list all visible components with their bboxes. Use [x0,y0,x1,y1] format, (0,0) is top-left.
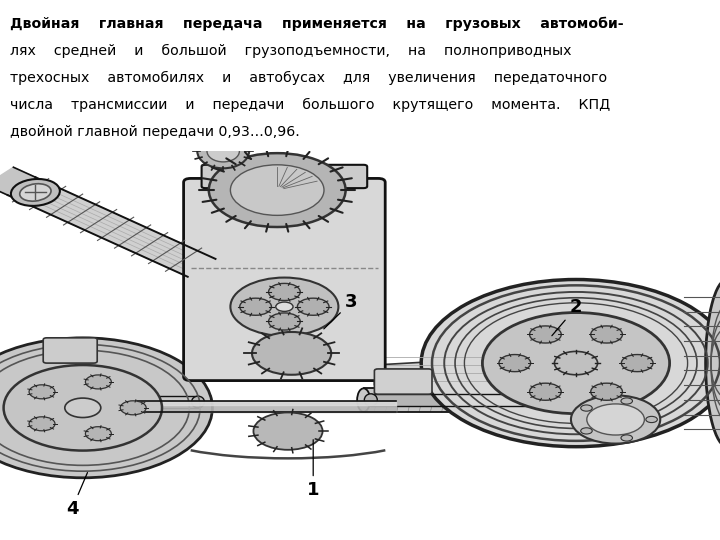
Ellipse shape [570,388,582,411]
Ellipse shape [364,394,377,406]
Polygon shape [0,167,35,195]
Circle shape [530,326,562,343]
Circle shape [499,355,531,372]
FancyBboxPatch shape [202,165,367,188]
Ellipse shape [19,184,51,201]
Circle shape [29,385,55,399]
Ellipse shape [207,140,239,162]
Circle shape [0,338,212,478]
Circle shape [120,401,146,415]
FancyBboxPatch shape [364,388,576,411]
Circle shape [554,352,598,375]
FancyBboxPatch shape [371,394,569,406]
Circle shape [253,413,323,450]
Circle shape [86,375,112,389]
Polygon shape [374,353,576,384]
FancyBboxPatch shape [43,338,97,363]
FancyBboxPatch shape [50,396,198,408]
Circle shape [65,398,101,417]
Circle shape [621,355,653,372]
Circle shape [621,398,632,404]
Circle shape [240,298,271,315]
Text: 4: 4 [66,472,87,518]
Ellipse shape [40,391,53,413]
FancyBboxPatch shape [47,391,205,413]
FancyBboxPatch shape [374,369,432,394]
Circle shape [209,153,346,227]
Circle shape [421,280,720,447]
Circle shape [646,416,657,423]
Circle shape [590,383,623,400]
Circle shape [230,165,324,215]
Text: 1: 1 [307,440,320,500]
Circle shape [581,405,593,411]
Ellipse shape [11,179,60,206]
Circle shape [571,395,660,443]
Text: 3: 3 [324,293,358,329]
Polygon shape [8,177,215,277]
Circle shape [29,417,55,431]
Text: Двойная    главная    передача    применяется    на    грузовых    автомоби-: Двойная главная передача применяется на … [10,17,624,31]
Text: числа    трансмиссии    и    передачи    большого    крутящего    момента.    КП: числа трансмиссии и передачи большого кр… [10,98,611,112]
Circle shape [482,313,670,414]
Ellipse shape [562,394,575,406]
Circle shape [621,435,632,441]
Circle shape [581,428,593,434]
Circle shape [230,278,338,336]
Ellipse shape [197,134,249,168]
Text: двойной главной передачи 0,93…0,96.: двойной главной передачи 0,93…0,96. [10,125,300,139]
Ellipse shape [199,391,212,413]
Circle shape [269,284,300,300]
Text: лях    средней    и    большой    грузоподъемности,    на    полноприводных: лях средней и большой грузоподъемности, … [10,44,572,58]
Circle shape [590,326,623,343]
Circle shape [4,365,162,450]
Text: трехосных    автомобилях    и    автобусах    для    увеличения    передаточного: трехосных автомобилях и автобусах для ув… [10,71,607,85]
Circle shape [530,383,562,400]
Ellipse shape [706,280,720,447]
FancyBboxPatch shape [184,178,385,381]
Circle shape [86,427,112,441]
Ellipse shape [44,396,57,408]
Ellipse shape [192,396,204,408]
Text: 2: 2 [552,299,582,336]
Circle shape [297,298,329,315]
Circle shape [269,313,300,330]
Circle shape [587,404,644,435]
Circle shape [276,302,293,312]
Circle shape [252,332,331,375]
Ellipse shape [357,388,370,411]
